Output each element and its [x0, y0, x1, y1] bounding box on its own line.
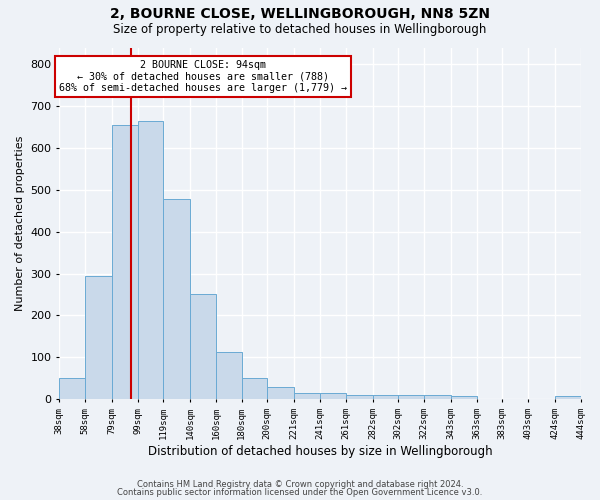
- Bar: [85, 276, 112, 399]
- X-axis label: Distribution of detached houses by size in Wellingborough: Distribution of detached houses by size …: [148, 444, 492, 458]
- Bar: [373, 395, 398, 399]
- Bar: [112, 125, 137, 399]
- Bar: [59, 378, 85, 399]
- Y-axis label: Number of detached properties: Number of detached properties: [15, 136, 25, 311]
- Bar: [137, 120, 163, 399]
- Text: Contains HM Land Registry data © Crown copyright and database right 2024.: Contains HM Land Registry data © Crown c…: [137, 480, 463, 489]
- Text: 2, BOURNE CLOSE, WELLINGBOROUGH, NN8 5ZN: 2, BOURNE CLOSE, WELLINGBOROUGH, NN8 5ZN: [110, 8, 490, 22]
- Bar: [346, 395, 373, 399]
- Bar: [398, 395, 424, 399]
- Bar: [451, 396, 476, 399]
- Bar: [424, 395, 451, 399]
- Bar: [555, 396, 581, 399]
- Bar: [163, 199, 190, 399]
- Text: Contains public sector information licensed under the Open Government Licence v3: Contains public sector information licen…: [118, 488, 482, 497]
- Bar: [267, 388, 294, 399]
- Bar: [190, 294, 216, 399]
- Bar: [216, 352, 242, 399]
- Bar: [242, 378, 267, 399]
- Text: 2 BOURNE CLOSE: 94sqm
← 30% of detached houses are smaller (788)
68% of semi-det: 2 BOURNE CLOSE: 94sqm ← 30% of detached …: [59, 60, 347, 94]
- Text: Size of property relative to detached houses in Wellingborough: Size of property relative to detached ho…: [113, 22, 487, 36]
- Bar: [294, 393, 320, 399]
- Bar: [320, 393, 346, 399]
